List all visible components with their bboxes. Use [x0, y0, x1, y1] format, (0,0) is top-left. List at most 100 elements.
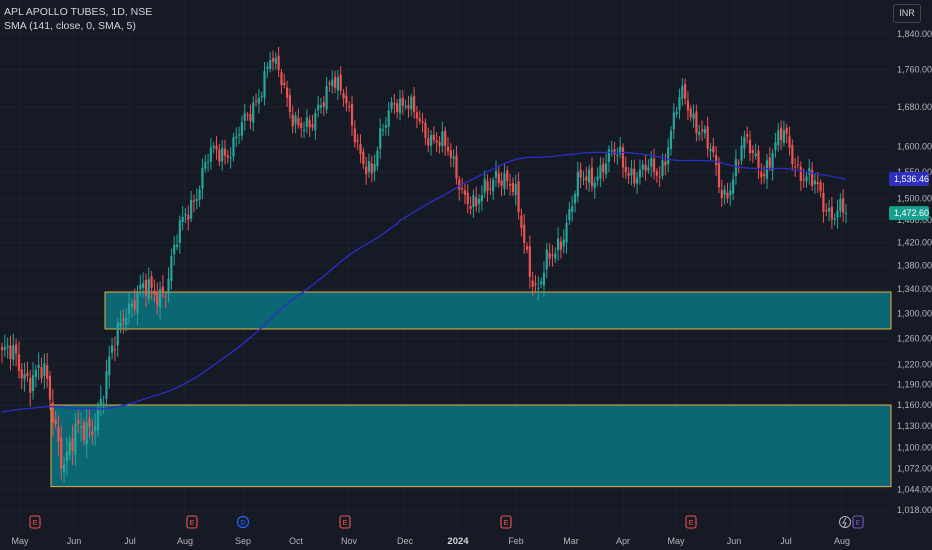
candle-body: [562, 239, 565, 247]
candle-body: [99, 398, 102, 405]
candle-body: [367, 161, 371, 173]
candle-body: [37, 364, 40, 368]
sma-line: [1, 151, 847, 413]
candle-body: [751, 150, 754, 154]
indicator-title: SMA (141, close, 0, SMA, 5): [4, 20, 136, 32]
candle-body: [215, 145, 218, 150]
y-tick-label: 1,044.00: [897, 485, 932, 495]
candle-body: [127, 303, 131, 314]
candle-body: [348, 105, 351, 107]
candle-body: [271, 58, 275, 62]
candle-body: [545, 249, 548, 270]
currency-button[interactable]: INR: [893, 4, 921, 23]
candle-body: [373, 164, 376, 172]
earnings-marker-label: E: [32, 518, 37, 527]
x-tick-label: Jun: [727, 536, 742, 546]
y-tick-label: 1,500.00: [897, 193, 932, 203]
candle-body: [108, 356, 111, 376]
candle-body: [175, 244, 179, 247]
candle-body: [715, 154, 718, 166]
candle-body: [641, 164, 644, 170]
candle-body: [825, 210, 828, 212]
candle-body: [523, 224, 526, 244]
y-tick-label: 1,600.00: [897, 141, 932, 151]
candle-body: [511, 182, 515, 193]
candle-body: [158, 289, 162, 308]
y-tick-label: 1,550.00: [897, 167, 932, 177]
candle-body: [68, 441, 71, 456]
candle-body: [593, 182, 596, 189]
x-tick-label: Aug: [834, 536, 850, 546]
candle-body: [822, 192, 825, 212]
candle-body: [438, 142, 441, 146]
candle-body: [514, 184, 517, 196]
candle-body: [737, 162, 740, 164]
candle-body: [455, 155, 458, 179]
candle-body: [192, 200, 196, 202]
candle-body: [82, 422, 85, 441]
candle-body: [17, 354, 21, 371]
candle-body: [125, 317, 128, 325]
candle-body: [167, 278, 170, 295]
candle-body: [130, 303, 133, 307]
candle-body: [836, 210, 839, 218]
y-tick-label: 1,220.00: [897, 359, 932, 369]
candle-body: [650, 158, 653, 167]
y-tick-label: 1,680.00: [897, 102, 932, 112]
candle-body: [636, 177, 639, 184]
candle-body: [497, 173, 500, 184]
candle-body: [362, 151, 365, 165]
candle-body: [94, 426, 97, 432]
candle-body: [229, 157, 232, 159]
earnings-marker: [500, 515, 512, 529]
candle-body: [387, 110, 390, 127]
candle-body: [365, 166, 368, 175]
candle-body: [616, 154, 619, 156]
candle-body: [684, 84, 687, 99]
candle-body: [819, 182, 822, 192]
candle-body: [252, 102, 255, 123]
candle-body: [525, 246, 529, 250]
candle-body: [26, 372, 29, 377]
candle-body: [556, 238, 560, 251]
candle-body: [695, 111, 698, 133]
candle-body: [579, 169, 582, 178]
candle-body: [582, 178, 585, 180]
candle-body: [6, 345, 9, 348]
x-tick-label: Oct: [289, 536, 304, 546]
candle-body: [415, 112, 419, 119]
candle-body: [238, 134, 241, 136]
candle-body: [678, 96, 681, 111]
candle-body: [243, 113, 246, 121]
candle-body: [77, 419, 80, 424]
x-tick-label: May: [11, 536, 29, 546]
candle-body: [664, 161, 667, 166]
candle-body: [223, 148, 227, 156]
x-tick-label: Mar: [563, 536, 579, 546]
split-icon: [839, 516, 851, 528]
candle-body: [88, 418, 91, 428]
candle-body: [294, 115, 297, 124]
y-tick-label: 1,018.00: [897, 505, 932, 515]
candle-body: [136, 292, 139, 313]
candle-body: [96, 408, 100, 431]
candle-body: [492, 180, 495, 192]
candle-body: [353, 128, 356, 143]
candle-body: [754, 153, 757, 157]
candle-body: [449, 150, 452, 158]
candle-body: [260, 95, 263, 97]
earnings-marker-label: E: [855, 518, 860, 527]
candle-body: [610, 150, 613, 152]
candle-body: [305, 117, 308, 127]
candle-body: [619, 146, 622, 155]
candle-body: [777, 130, 780, 146]
candle-body: [161, 286, 164, 294]
candle-body: [799, 166, 802, 182]
candle-body: [500, 180, 503, 186]
candle-body: [71, 438, 74, 452]
y-tick-label: 1,300.00: [897, 308, 932, 318]
candle-body: [102, 402, 105, 404]
dividend-marker-label: D: [240, 518, 246, 527]
